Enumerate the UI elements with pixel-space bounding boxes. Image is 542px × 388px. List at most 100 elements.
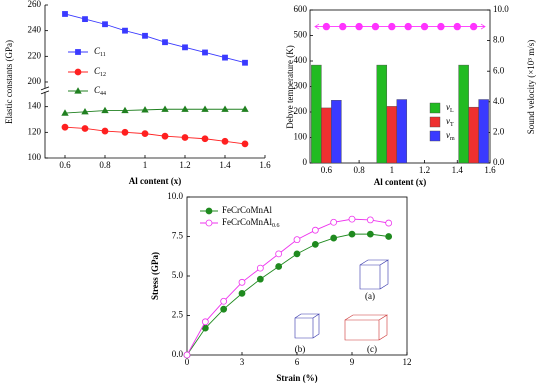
marker xyxy=(221,137,229,145)
x-tick-label: 6 xyxy=(295,357,300,367)
y2-tick-label: 6.0 xyxy=(493,65,505,75)
legend-subscript: L xyxy=(450,108,454,114)
bar xyxy=(386,106,398,164)
x-axis-label: Al content (x) xyxy=(374,177,427,187)
marker xyxy=(161,105,169,112)
marker xyxy=(142,32,148,39)
marker xyxy=(81,125,89,132)
marker xyxy=(241,105,249,112)
y-axis-label: Debye temperature (K) xyxy=(285,45,295,128)
x-tick-label: 1.4 xyxy=(219,160,231,170)
inset-label: (b) xyxy=(295,344,306,354)
marker xyxy=(366,216,374,224)
marker xyxy=(420,22,429,31)
y-tick-label: 500 xyxy=(294,30,308,40)
marker xyxy=(453,22,461,31)
marker xyxy=(181,105,189,112)
legend-name: FeCrCoMnAl xyxy=(222,205,273,215)
legend-label: FeCrCoMnAl xyxy=(222,205,273,215)
bar xyxy=(478,99,489,164)
marker xyxy=(238,278,246,286)
legend-marker xyxy=(74,68,82,76)
legend-label: vT xyxy=(446,116,454,128)
legend-swatch xyxy=(429,130,441,142)
x-tick-label: 9 xyxy=(350,357,355,367)
series-line xyxy=(186,233,389,356)
marker xyxy=(256,275,264,283)
y2-tick-label: 10.0 xyxy=(493,4,509,14)
marker xyxy=(201,318,209,326)
legend-name: C xyxy=(94,66,101,76)
legend-subscript: m xyxy=(450,136,455,142)
bar xyxy=(458,64,469,164)
x-axis-label: Strain (%) xyxy=(276,373,317,383)
series-line xyxy=(64,126,246,145)
y-tick-label: 0 xyxy=(303,157,308,167)
legend-name: C xyxy=(94,46,101,56)
y-tick-label: 300 xyxy=(294,81,308,91)
marker xyxy=(371,22,380,31)
legend-swatch xyxy=(429,116,441,128)
y-tick-label: 100 xyxy=(28,152,42,162)
y-tick-label: 5.0 xyxy=(172,270,184,280)
arrow-left xyxy=(314,23,327,30)
marker xyxy=(311,226,319,234)
x-tick-label: 12 xyxy=(403,357,412,367)
marker xyxy=(182,44,188,51)
inset-cell-c xyxy=(344,314,389,341)
legend-name: C xyxy=(94,85,101,95)
legend-label: FeCrCoMnAl0.6 xyxy=(222,217,280,229)
marker xyxy=(201,135,209,143)
y-tick-label: 10.0 xyxy=(167,191,183,201)
legend-subscript: 44 xyxy=(100,91,106,97)
marker xyxy=(181,134,189,141)
x-tick-label: 1 xyxy=(390,165,395,175)
marker xyxy=(201,105,209,112)
legend-name: v xyxy=(446,116,450,126)
y-tick-label: 240 xyxy=(28,25,42,35)
bar xyxy=(331,100,342,164)
y-axis-label: Sound velocity (×10³ m/s) xyxy=(526,40,536,135)
y2-tick-label: 4.0 xyxy=(493,96,505,106)
x-tick-label: 0 xyxy=(185,357,190,367)
marker xyxy=(293,250,301,258)
legend-label: C44 xyxy=(94,85,106,97)
marker xyxy=(81,108,89,115)
marker xyxy=(220,305,228,313)
marker xyxy=(238,289,246,297)
series-line xyxy=(64,13,246,64)
legend-subscript: T xyxy=(450,122,454,128)
y-tick-label: 220 xyxy=(28,50,42,60)
legend-name: v xyxy=(446,102,450,112)
marker xyxy=(242,59,248,66)
legend-marker xyxy=(205,207,213,215)
legend-subscript: 12 xyxy=(100,72,106,78)
marker xyxy=(404,22,412,31)
legend-subscript: 0.6 xyxy=(272,223,280,229)
inset-label: (c) xyxy=(367,344,377,354)
marker xyxy=(183,351,191,359)
marker xyxy=(161,132,169,140)
marker xyxy=(256,264,264,272)
x-axis-label: Al content (x) xyxy=(129,176,182,186)
y-tick-label: 120 xyxy=(28,126,42,136)
marker xyxy=(385,219,393,227)
marker xyxy=(61,109,69,116)
y2-tick-label: 8.0 xyxy=(493,35,505,45)
inset-cell-a xyxy=(359,259,390,290)
marker xyxy=(121,128,129,136)
marker xyxy=(355,22,363,31)
y-tick-label: 0.0 xyxy=(172,349,184,359)
y-axis-label: Elastic constants (GPa) xyxy=(4,40,14,124)
legend-marker xyxy=(205,219,213,227)
x-tick-label: 1.6 xyxy=(484,165,496,175)
bar xyxy=(311,64,322,164)
marker xyxy=(275,250,283,258)
marker xyxy=(121,106,129,114)
y-tick-label: 140 xyxy=(28,101,42,111)
x-tick-label: 0.8 xyxy=(353,165,365,175)
marker xyxy=(241,140,249,148)
y2-tick-label: 2.0 xyxy=(493,126,505,136)
legend-name: v xyxy=(446,130,450,140)
